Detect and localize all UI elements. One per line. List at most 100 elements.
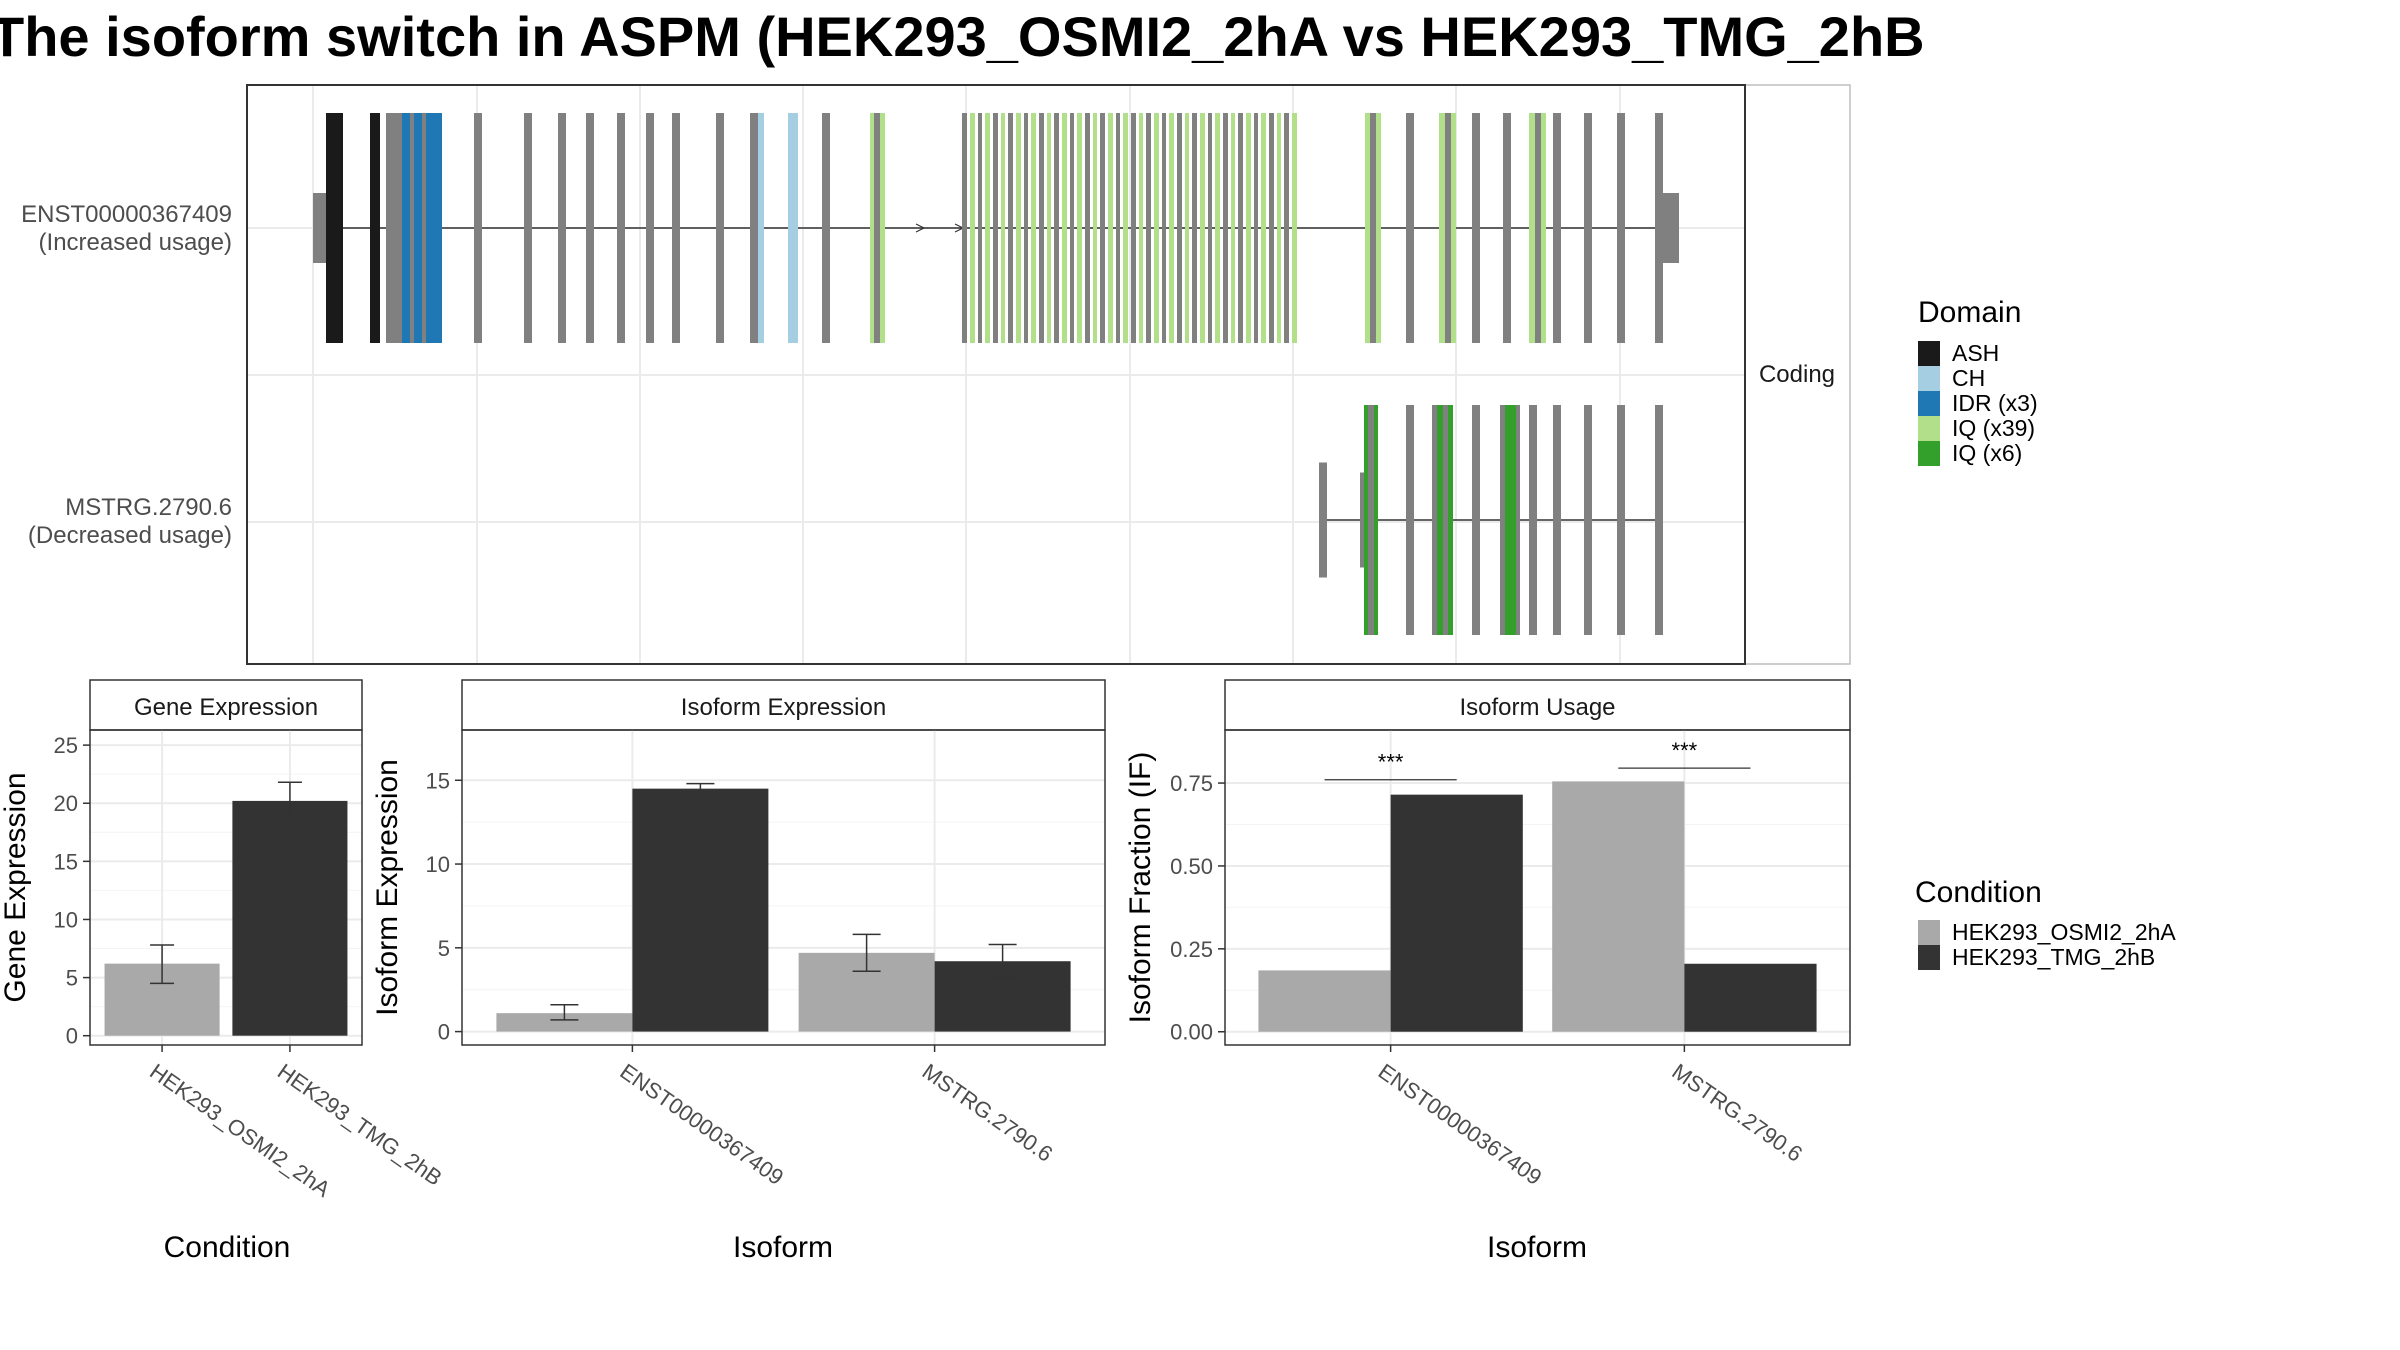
exon <box>970 113 975 343</box>
y-tick-label: 15 <box>426 768 450 793</box>
exon <box>558 113 566 343</box>
exon <box>1231 113 1235 343</box>
legend-label: HEK293_TMG_2hB <box>1952 944 2155 970</box>
exon <box>1365 113 1370 343</box>
y-axis-title: Isoform Expression <box>371 759 404 1016</box>
plot-border <box>1224 729 1851 1046</box>
x-tick-label: MSTRG.2790.6 <box>918 1059 1058 1167</box>
facet-label: Coding <box>1759 361 1835 388</box>
chart-title: Gene Expression <box>134 694 318 721</box>
x-axis-title: Isoform <box>1487 1231 1587 1264</box>
chart-strip <box>1224 679 1851 731</box>
exon <box>788 113 798 343</box>
x-tick-label: ENST00000367409 <box>1374 1059 1547 1190</box>
exon <box>1162 113 1166 343</box>
exon <box>1529 405 1537 635</box>
exon <box>1223 113 1228 343</box>
exon <box>1008 113 1013 343</box>
exon <box>1374 405 1378 635</box>
y-tick-label: 5 <box>66 966 78 991</box>
isoform-usage-2: (Decreased usage) <box>28 522 232 549</box>
exon <box>524 113 532 343</box>
exon <box>1108 113 1113 343</box>
structure-border <box>246 84 1746 665</box>
exon <box>426 113 434 343</box>
legend-key-idr-x3- <box>1918 391 1940 416</box>
exon <box>326 113 332 343</box>
exon <box>1617 113 1625 343</box>
legend-key-ash <box>1918 341 1940 366</box>
exon <box>1154 113 1159 343</box>
exon <box>870 113 874 343</box>
exon <box>1406 405 1414 635</box>
exon <box>1406 113 1414 343</box>
legend-label: HEK293_OSMI2_2hA <box>1952 919 2176 945</box>
y-tick-label: 0.25 <box>1170 937 1213 962</box>
exon <box>1001 113 1005 343</box>
exon <box>1116 113 1120 343</box>
exon <box>1451 113 1456 343</box>
legend-key-condition <box>1918 920 1940 945</box>
exon <box>434 113 442 343</box>
exon <box>1584 405 1592 635</box>
exon <box>1445 113 1451 343</box>
exon <box>1553 405 1561 635</box>
y-tick-label: 5 <box>438 936 450 961</box>
exon <box>1500 405 1505 635</box>
legend-label: ASH <box>1952 340 1999 366</box>
exon <box>1192 113 1197 343</box>
exon <box>1553 113 1561 343</box>
exon <box>1016 113 1021 343</box>
exon <box>1584 113 1592 343</box>
exon <box>716 113 724 343</box>
exon <box>1208 113 1212 343</box>
y-axis-title: Gene Expression <box>0 772 32 1002</box>
expression-charts: Gene Expression0510152025HEK293_OSMI2_2h… <box>0 679 1851 1264</box>
significance-label: *** <box>1378 750 1404 775</box>
y-tick-label: 0 <box>438 1020 450 1045</box>
chart-title: Isoform Usage <box>1459 694 1615 721</box>
exon <box>1254 113 1258 343</box>
isoform-name-2: MSTRG.2790.6 <box>65 494 232 521</box>
exon <box>1541 113 1546 343</box>
exon <box>750 113 758 343</box>
figure-title: The isoform switch in ASPM (HEK293_OSMI2… <box>0 5 1925 68</box>
exon <box>1360 472 1364 568</box>
exon <box>962 113 967 343</box>
exon <box>1139 113 1143 343</box>
bar <box>632 788 769 1032</box>
exon <box>1261 113 1266 343</box>
legend-key-iq-x6- <box>1918 441 1940 466</box>
exon <box>1215 113 1220 343</box>
chart-strip <box>461 679 1106 731</box>
exon <box>672 113 680 343</box>
exon <box>1054 113 1059 343</box>
exon <box>1437 405 1443 635</box>
exon <box>1535 113 1541 343</box>
exon <box>1185 113 1189 343</box>
exon <box>646 113 654 343</box>
exon <box>1529 113 1535 343</box>
y-tick-label: 0.00 <box>1170 1020 1213 1045</box>
exon <box>1177 113 1182 343</box>
legend-label: IDR (x3) <box>1952 390 2038 416</box>
exon <box>1169 113 1174 343</box>
exon <box>402 113 410 343</box>
exon <box>332 113 343 343</box>
y-tick-label: 0.75 <box>1170 771 1213 796</box>
exon <box>1472 405 1480 635</box>
exon <box>1246 113 1251 343</box>
y-tick-label: 20 <box>54 791 78 816</box>
exon <box>1077 113 1082 343</box>
exon <box>1505 405 1511 635</box>
exon <box>1516 405 1520 635</box>
y-tick-label: 0.50 <box>1170 854 1213 879</box>
exon <box>1364 405 1368 635</box>
bar <box>1258 970 1391 1032</box>
exon <box>422 113 426 343</box>
plot-border <box>461 729 1106 1046</box>
exon <box>1511 405 1516 635</box>
exon <box>1655 113 1663 343</box>
exon <box>1319 462 1327 578</box>
isoform-name-1: ENST00000367409 <box>21 201 232 228</box>
